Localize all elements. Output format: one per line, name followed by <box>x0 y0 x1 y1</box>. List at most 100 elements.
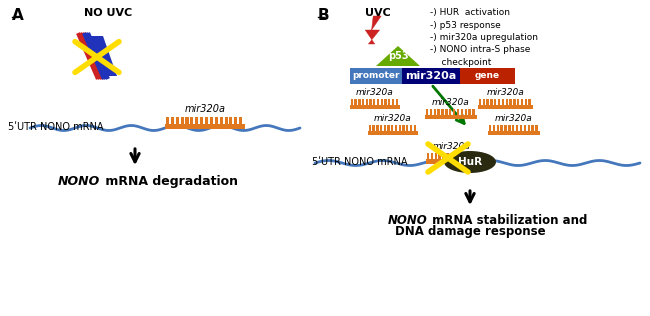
Bar <box>392 99 394 105</box>
Bar <box>500 125 503 131</box>
Bar <box>478 99 481 105</box>
Bar <box>536 125 538 131</box>
Bar <box>373 99 376 105</box>
Bar <box>362 99 364 105</box>
Text: 5ʹUTR NONO mRNA: 5ʹUTR NONO mRNA <box>8 122 103 132</box>
Text: A: A <box>12 8 24 23</box>
Bar <box>185 117 188 124</box>
Bar <box>457 109 460 114</box>
Bar <box>434 109 436 114</box>
Bar <box>398 125 401 131</box>
Bar <box>508 125 511 131</box>
Bar <box>473 153 476 159</box>
Bar <box>445 109 448 114</box>
Bar <box>229 117 233 124</box>
Text: mir320a: mir320a <box>495 114 533 123</box>
Bar <box>494 99 497 105</box>
Bar <box>512 125 515 131</box>
Bar <box>437 109 440 114</box>
Bar <box>506 99 508 105</box>
Bar <box>516 125 518 131</box>
Bar <box>460 68 515 84</box>
Bar <box>387 125 390 131</box>
Text: p53: p53 <box>387 51 408 61</box>
Bar <box>461 109 463 114</box>
Bar <box>395 125 397 131</box>
Bar <box>532 125 534 131</box>
Bar <box>478 105 533 109</box>
Bar <box>366 99 368 105</box>
Bar <box>525 99 527 105</box>
Polygon shape <box>365 16 381 44</box>
Bar <box>517 99 519 105</box>
Text: mir320a: mir320a <box>356 88 394 97</box>
Bar <box>426 159 478 164</box>
Bar <box>165 124 245 129</box>
Bar <box>220 117 223 124</box>
Text: 5ʹUTR NONO mRNA: 5ʹUTR NONO mRNA <box>312 157 408 167</box>
Text: mir320a: mir320a <box>406 71 456 81</box>
Bar <box>497 125 499 131</box>
Bar <box>195 117 198 124</box>
Bar <box>426 109 428 114</box>
Bar <box>498 99 501 105</box>
Bar <box>458 153 460 159</box>
Bar <box>413 125 416 131</box>
Bar <box>166 117 169 124</box>
Bar <box>465 153 468 159</box>
Bar <box>368 131 418 135</box>
Bar <box>369 99 372 105</box>
Bar <box>493 125 495 131</box>
Text: mir320a: mir320a <box>185 104 226 114</box>
Bar <box>524 125 526 131</box>
Bar <box>469 153 472 159</box>
Text: NO UVC: NO UVC <box>84 8 132 18</box>
Bar <box>488 131 540 135</box>
Text: checkpoint: checkpoint <box>430 58 491 67</box>
Bar <box>502 99 504 105</box>
Bar <box>486 99 489 105</box>
Bar <box>205 117 208 124</box>
Bar <box>376 125 378 131</box>
Bar <box>469 109 471 114</box>
Bar <box>406 125 408 131</box>
Bar <box>504 125 507 131</box>
Bar <box>449 109 452 114</box>
Bar <box>234 117 237 124</box>
Bar <box>410 125 412 131</box>
Text: -) mir320a upregulation: -) mir320a upregulation <box>430 33 538 42</box>
Text: DNA damage response: DNA damage response <box>395 225 545 238</box>
Text: promoter: promoter <box>352 71 400 81</box>
Bar <box>402 125 405 131</box>
Bar <box>396 99 398 105</box>
Text: -) p53 response: -) p53 response <box>430 21 500 29</box>
Bar <box>171 117 174 124</box>
Bar <box>489 125 491 131</box>
Text: mRNA stabilization and: mRNA stabilization and <box>428 214 588 227</box>
Polygon shape <box>83 36 113 76</box>
Bar <box>510 99 512 105</box>
Bar <box>450 153 452 159</box>
Text: gene: gene <box>474 71 500 81</box>
Text: -) NONO intra-S phase: -) NONO intra-S phase <box>430 46 530 54</box>
Bar <box>369 125 371 131</box>
Text: mRNA degradation: mRNA degradation <box>101 175 238 188</box>
Bar <box>239 117 242 124</box>
Text: NONO: NONO <box>387 214 427 227</box>
Polygon shape <box>90 36 117 76</box>
Bar <box>224 117 227 124</box>
Bar <box>441 109 444 114</box>
Bar <box>190 117 194 124</box>
Text: HuR: HuR <box>458 157 482 167</box>
Bar <box>372 125 375 131</box>
Bar <box>446 153 448 159</box>
Text: B: B <box>318 8 330 23</box>
Bar <box>453 109 456 114</box>
Bar <box>214 117 218 124</box>
Bar <box>176 117 179 124</box>
Bar <box>427 153 429 159</box>
Bar <box>465 109 467 114</box>
Bar <box>482 99 485 105</box>
Polygon shape <box>376 46 420 66</box>
Bar <box>380 125 382 131</box>
